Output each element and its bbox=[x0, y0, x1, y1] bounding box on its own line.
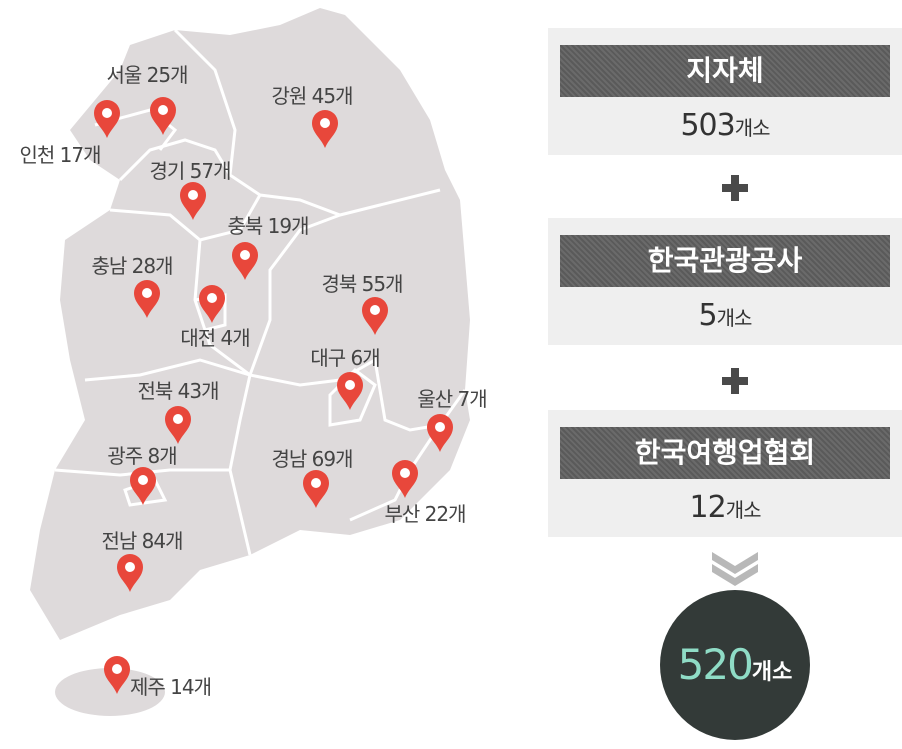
total: 520개소 bbox=[660, 590, 810, 740]
region-label: 울산 7개 bbox=[417, 387, 486, 411]
region-label: 제주 14개 bbox=[130, 675, 211, 699]
pin-dot bbox=[173, 414, 183, 424]
total-unit: 개소 bbox=[751, 660, 793, 685]
count: 5 bbox=[698, 298, 718, 333]
pin-dot bbox=[158, 105, 168, 115]
pin-dot bbox=[435, 422, 445, 432]
region-label: 대구 6개 bbox=[310, 346, 379, 370]
source-title: 지자체 bbox=[560, 45, 890, 97]
pin bbox=[93, 99, 121, 138]
source-count: 12개소 bbox=[548, 490, 902, 525]
mainland bbox=[30, 8, 470, 640]
pin bbox=[130, 467, 156, 505]
pin bbox=[232, 242, 258, 280]
region-label: 전남 84개 bbox=[101, 529, 182, 553]
pin-dot bbox=[320, 118, 330, 128]
pin-dot bbox=[188, 190, 198, 200]
pin-dot bbox=[142, 288, 152, 298]
pin-dot bbox=[311, 478, 321, 488]
pin bbox=[303, 470, 329, 508]
pin-dot bbox=[112, 664, 122, 674]
total-count: 520 bbox=[677, 640, 754, 689]
region-label: 서울 25개 bbox=[106, 63, 187, 87]
pin bbox=[392, 460, 418, 498]
pin bbox=[180, 182, 206, 220]
region-label: 광주 8개 bbox=[107, 444, 176, 468]
region-label: 대전 4개 bbox=[180, 326, 249, 350]
unit: 개소 bbox=[716, 306, 753, 330]
region-label: 경기 57개 bbox=[149, 159, 230, 183]
pin bbox=[150, 97, 176, 135]
pin bbox=[134, 280, 160, 318]
pin bbox=[165, 406, 191, 444]
pin-dot bbox=[345, 380, 355, 390]
pin bbox=[362, 297, 388, 335]
jeju bbox=[55, 668, 165, 716]
source-title: 한국관광공사 bbox=[560, 235, 890, 287]
pin-dot bbox=[125, 562, 135, 572]
unit: 개소 bbox=[734, 116, 771, 140]
source-box: 한국관광공사 5개소 bbox=[548, 218, 902, 345]
source-count: 5개소 bbox=[548, 298, 902, 333]
count: 12 bbox=[689, 490, 727, 525]
pin-dot bbox=[138, 475, 148, 485]
unit: 개소 bbox=[725, 498, 762, 522]
plus bbox=[722, 368, 748, 394]
pin-dot bbox=[240, 250, 250, 260]
source-box: 지자체 503개소 bbox=[548, 28, 902, 155]
pin bbox=[312, 110, 338, 148]
pin-dot bbox=[400, 468, 410, 478]
source-title: 한국여행업협회 bbox=[560, 427, 890, 479]
pin bbox=[337, 372, 363, 410]
region-label: 충남 28개 bbox=[91, 254, 172, 278]
region-label: 충북 19개 bbox=[227, 214, 308, 238]
region-label: 부산 22개 bbox=[384, 502, 465, 526]
pin bbox=[104, 656, 130, 694]
region-label: 전북 43개 bbox=[137, 379, 218, 403]
count: 503 bbox=[680, 108, 735, 143]
pin-dot bbox=[370, 305, 380, 315]
pin bbox=[199, 285, 225, 323]
region-label: 인천 17개 bbox=[19, 143, 100, 167]
plus bbox=[722, 175, 748, 201]
pin bbox=[427, 414, 453, 452]
pin-dot bbox=[207, 293, 217, 303]
region-label: 강원 45개 bbox=[271, 84, 352, 108]
pin bbox=[117, 554, 143, 592]
region-label: 경북 55개 bbox=[321, 272, 402, 296]
chevron bbox=[712, 552, 758, 586]
region-label: 경남 69개 bbox=[271, 447, 352, 471]
source-count: 503개소 bbox=[548, 108, 902, 143]
source-box: 한국여행업협회 12개소 bbox=[548, 410, 902, 537]
pin-dot bbox=[102, 108, 112, 118]
